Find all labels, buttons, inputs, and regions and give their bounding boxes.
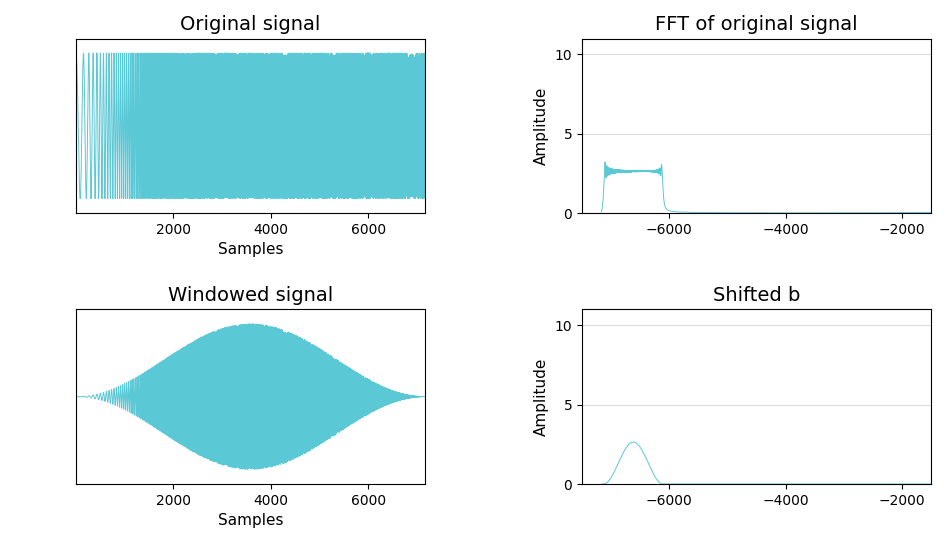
X-axis label: Samples: Samples (218, 243, 283, 257)
Y-axis label: Amplitude: Amplitude (534, 358, 549, 436)
X-axis label: Samples: Samples (218, 513, 283, 529)
Y-axis label: Amplitude: Amplitude (534, 87, 549, 165)
Title: Windowed signal: Windowed signal (168, 286, 333, 305)
Title: Original signal: Original signal (180, 15, 321, 34)
Title: FFT of original signal: FFT of original signal (656, 15, 858, 34)
Title: Shifted b: Shifted b (712, 286, 800, 305)
